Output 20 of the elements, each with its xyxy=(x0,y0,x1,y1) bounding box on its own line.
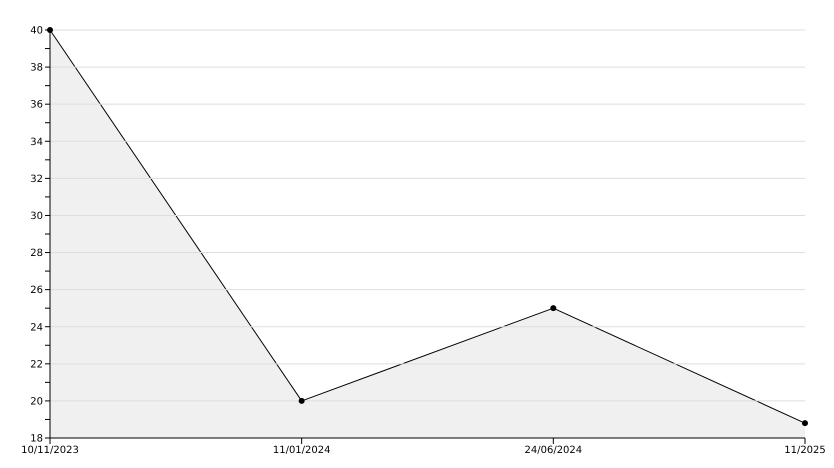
x-tick-label: 24/06/2024 xyxy=(524,445,582,456)
y-tick-label: 28 xyxy=(30,248,43,260)
y-tick-label: 32 xyxy=(30,174,43,185)
y-tick-label: 36 xyxy=(30,100,43,111)
y-tick-label: 34 xyxy=(30,136,43,148)
y-tick-label: 22 xyxy=(30,359,43,370)
y-tick-label: 20 xyxy=(30,396,43,408)
y-tick-label: 40 xyxy=(30,26,43,37)
point xyxy=(298,398,305,404)
y-tick-label: 38 xyxy=(30,62,43,74)
y-tick-label: 30 xyxy=(30,211,43,222)
point xyxy=(802,420,808,426)
point xyxy=(47,27,53,33)
x-tick-label: 11/2025 xyxy=(784,445,826,456)
y-tick-label: 26 xyxy=(30,285,43,296)
y-tick-label: 18 xyxy=(30,434,43,445)
y-tick-label: 24 xyxy=(30,322,43,334)
x-tick-label: 11/01/2024 xyxy=(272,445,330,456)
point xyxy=(550,305,556,312)
x-tick-label: 10/11/2023 xyxy=(21,445,79,456)
